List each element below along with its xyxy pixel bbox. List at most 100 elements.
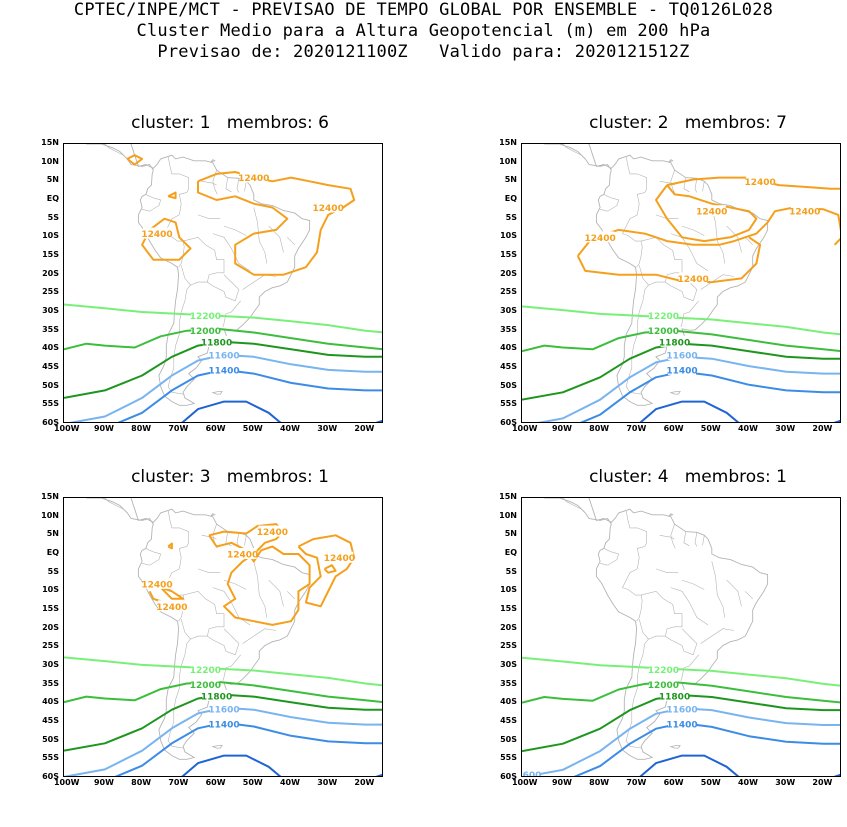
panel-title: cluster: 2 membros: 7	[589, 113, 787, 133]
country-border	[207, 274, 240, 302]
coastline	[86, 498, 311, 760]
lat-tick-label: 35S	[500, 324, 517, 334]
lat-tick-label: 10S	[42, 585, 59, 595]
country-border	[694, 178, 698, 193]
contour-label: 12400	[789, 208, 820, 218]
lat-tick-label: 35S	[42, 324, 59, 334]
lat-tick-label: 45S	[500, 716, 517, 725]
lon-tick-label: 50W	[242, 778, 263, 787]
lon-tick-label: 50W	[700, 424, 721, 433]
country-border	[625, 638, 649, 749]
lat-tick-label: EQ	[46, 548, 59, 557]
lat-tick-label: 45S	[500, 362, 517, 371]
panel-title: cluster: 4 membros: 1	[589, 467, 787, 487]
contour-12400	[126, 154, 144, 166]
lat-tick-label: 50S	[500, 734, 517, 744]
lon-tick-label: 50W	[242, 424, 263, 433]
lon-tick-label: 70W	[168, 778, 189, 787]
contour-label: 12000	[648, 327, 679, 337]
contour-label: 12000	[190, 681, 221, 691]
country-border	[680, 654, 699, 681]
lat-tick-label: 45S	[42, 362, 59, 371]
lat-tick-label: 10S	[500, 585, 517, 595]
lon-tick-label: 80W	[589, 424, 610, 433]
contour-label: 11400	[208, 720, 239, 730]
country-border	[201, 181, 217, 186]
country-border	[638, 590, 683, 640]
lat-tick-label: 20S	[500, 622, 517, 632]
lon-tick-label: 30W	[775, 778, 796, 787]
country-border	[600, 194, 620, 212]
contour-11200	[639, 400, 740, 422]
country-border	[562, 498, 586, 514]
contour-11200	[833, 419, 840, 422]
country-border	[702, 181, 705, 192]
country-border	[167, 284, 191, 395]
contour-label: 11600	[666, 351, 697, 361]
contour-label-bg	[649, 309, 678, 321]
lat-tick-label: 30S	[42, 306, 59, 315]
lat-tick-label: 5S	[47, 212, 59, 222]
lat-tick-label: 20S	[42, 622, 59, 632]
contour-label-bg	[228, 548, 257, 559]
contour-label: 12200	[190, 312, 221, 322]
contour-label: 12400	[696, 208, 727, 218]
lat-tick-label: 10N	[499, 156, 517, 166]
contour-label-bg	[649, 324, 678, 336]
island-outline	[669, 745, 681, 749]
contour-11200	[181, 400, 282, 422]
lat-tick-label: 30S	[500, 660, 517, 669]
lon-tick-label: 90W	[93, 778, 114, 787]
contour-label-bg	[668, 702, 696, 714]
lat-tick-label: 55S	[42, 399, 59, 409]
country-border	[268, 579, 284, 607]
country-border	[622, 214, 643, 268]
contour-label-bg	[586, 231, 615, 243]
lat-tick-label: 25S	[42, 287, 59, 297]
contour-label: 11400	[666, 366, 697, 376]
contour-11200	[375, 773, 382, 776]
contour-label: 12400	[141, 580, 172, 590]
lat-tick-label: 15N	[499, 138, 517, 147]
country-border	[225, 177, 232, 193]
contour-label-bg	[202, 335, 231, 347]
lon-tick-label: 40W	[279, 424, 300, 433]
lat-tick-label: 25S	[500, 641, 517, 651]
contour-label-bg	[649, 678, 678, 690]
lat-tick-label: 40S	[500, 343, 517, 353]
lat-tick-label: 15N	[499, 492, 517, 501]
contour-label: 11400	[208, 366, 239, 376]
lon-tick-label: 40W	[737, 424, 758, 433]
lon-tick-label: 30W	[317, 778, 338, 787]
header-line-1: CPTEC/INPE/MCT - PREVISAO DE TEMPO GLOBA…	[73, 0, 774, 20]
lat-tick-label: 20S	[42, 268, 59, 278]
contour-12400	[576, 236, 762, 284]
contour-label: 12400	[238, 174, 269, 184]
lon-tick-label: 60W	[205, 424, 226, 433]
contour-label: 12200	[648, 312, 679, 322]
lat-tick-label: 5N	[504, 529, 517, 539]
lat-tick-label: 60S	[42, 418, 59, 427]
lat-tick-label: 15N	[41, 492, 59, 501]
country-border	[201, 535, 217, 540]
lat-tick-label: 5S	[47, 566, 59, 576]
lon-tick-label: 90W	[551, 778, 572, 787]
lon-tick-label: 60W	[663, 424, 684, 433]
contour-11400	[117, 368, 382, 422]
island-outline	[209, 159, 216, 163]
lat-tick-label: 5S	[505, 566, 517, 576]
contour-11200	[833, 773, 840, 776]
contour-label: 12400	[257, 528, 288, 538]
country-border	[659, 535, 675, 540]
contour-12400	[655, 184, 758, 243]
country-border	[197, 214, 221, 219]
contour-label: 12400	[141, 230, 172, 240]
country-border	[681, 579, 705, 590]
lon-tick-label: 60W	[205, 778, 226, 787]
lat-tick-label: 45S	[42, 716, 59, 725]
contour-12400	[577, 206, 840, 257]
contour-label: 11600	[522, 771, 541, 777]
country-border	[167, 511, 189, 569]
